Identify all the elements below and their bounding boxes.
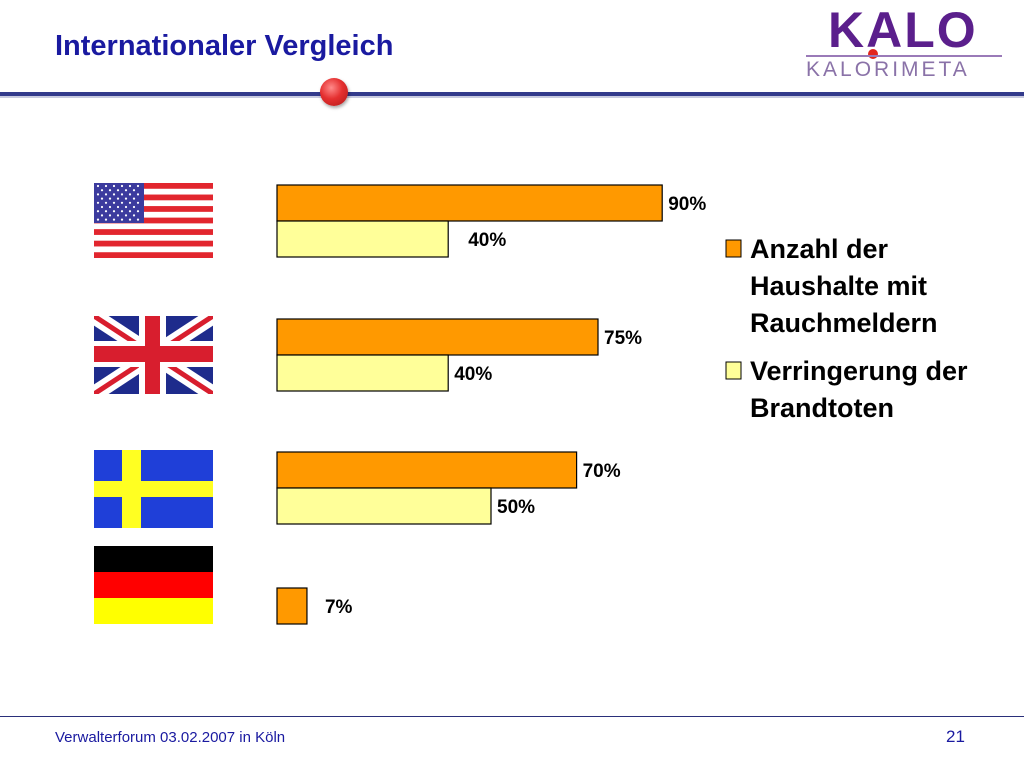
page-number: 21 (946, 727, 965, 746)
logo-dot (868, 49, 878, 59)
bar-reduction-2 (276, 487, 492, 525)
header-divider (0, 92, 1024, 96)
page-title: Internationaler Vergleich (55, 30, 394, 62)
legend-label: Anzahl der (750, 234, 889, 264)
footer-divider (0, 716, 1024, 717)
bar-households-1 (276, 318, 599, 356)
logo-main-text: KALO (828, 2, 978, 58)
legend-label: Verringerung der (750, 356, 968, 386)
bar-value-label: 40% (468, 230, 506, 251)
bar-value-label: 50% (497, 497, 535, 518)
bar-households-2 (276, 451, 578, 489)
legend-label: Haushalte mit (750, 271, 927, 301)
footer-text: Verwalterforum 03.02.2007 in Köln (55, 729, 286, 746)
kalo-logo: KALO KALORIMETA (806, 2, 1012, 83)
sweden-flag-icon (94, 450, 213, 528)
bar-reduction-0 (276, 220, 449, 258)
usa-flag-icon (94, 183, 213, 258)
bar-value-label: 90% (668, 194, 706, 215)
germany-flag-icon (94, 546, 213, 624)
bar-reduction-1 (276, 354, 449, 392)
bar-value-label: 40% (454, 364, 492, 385)
bar-households-0 (276, 184, 663, 222)
logo-sub-text: KALORIMETA (806, 58, 970, 81)
legend-swatch-0 (725, 239, 742, 258)
legend-label: Brandtoten (750, 393, 894, 423)
bar-households-3 (276, 587, 308, 625)
legend-swatch-1 (725, 361, 742, 380)
bar-value-label: 7% (325, 597, 353, 618)
red-dot-ornament (320, 78, 348, 106)
bar-value-label: 75% (604, 328, 642, 349)
uk-flag-icon (94, 316, 213, 394)
logo-rule (806, 55, 1002, 57)
bar-value-label: 70% (583, 461, 621, 482)
legend-label: Rauchmeldern (750, 308, 938, 338)
header-divider-shadow (0, 96, 1024, 98)
